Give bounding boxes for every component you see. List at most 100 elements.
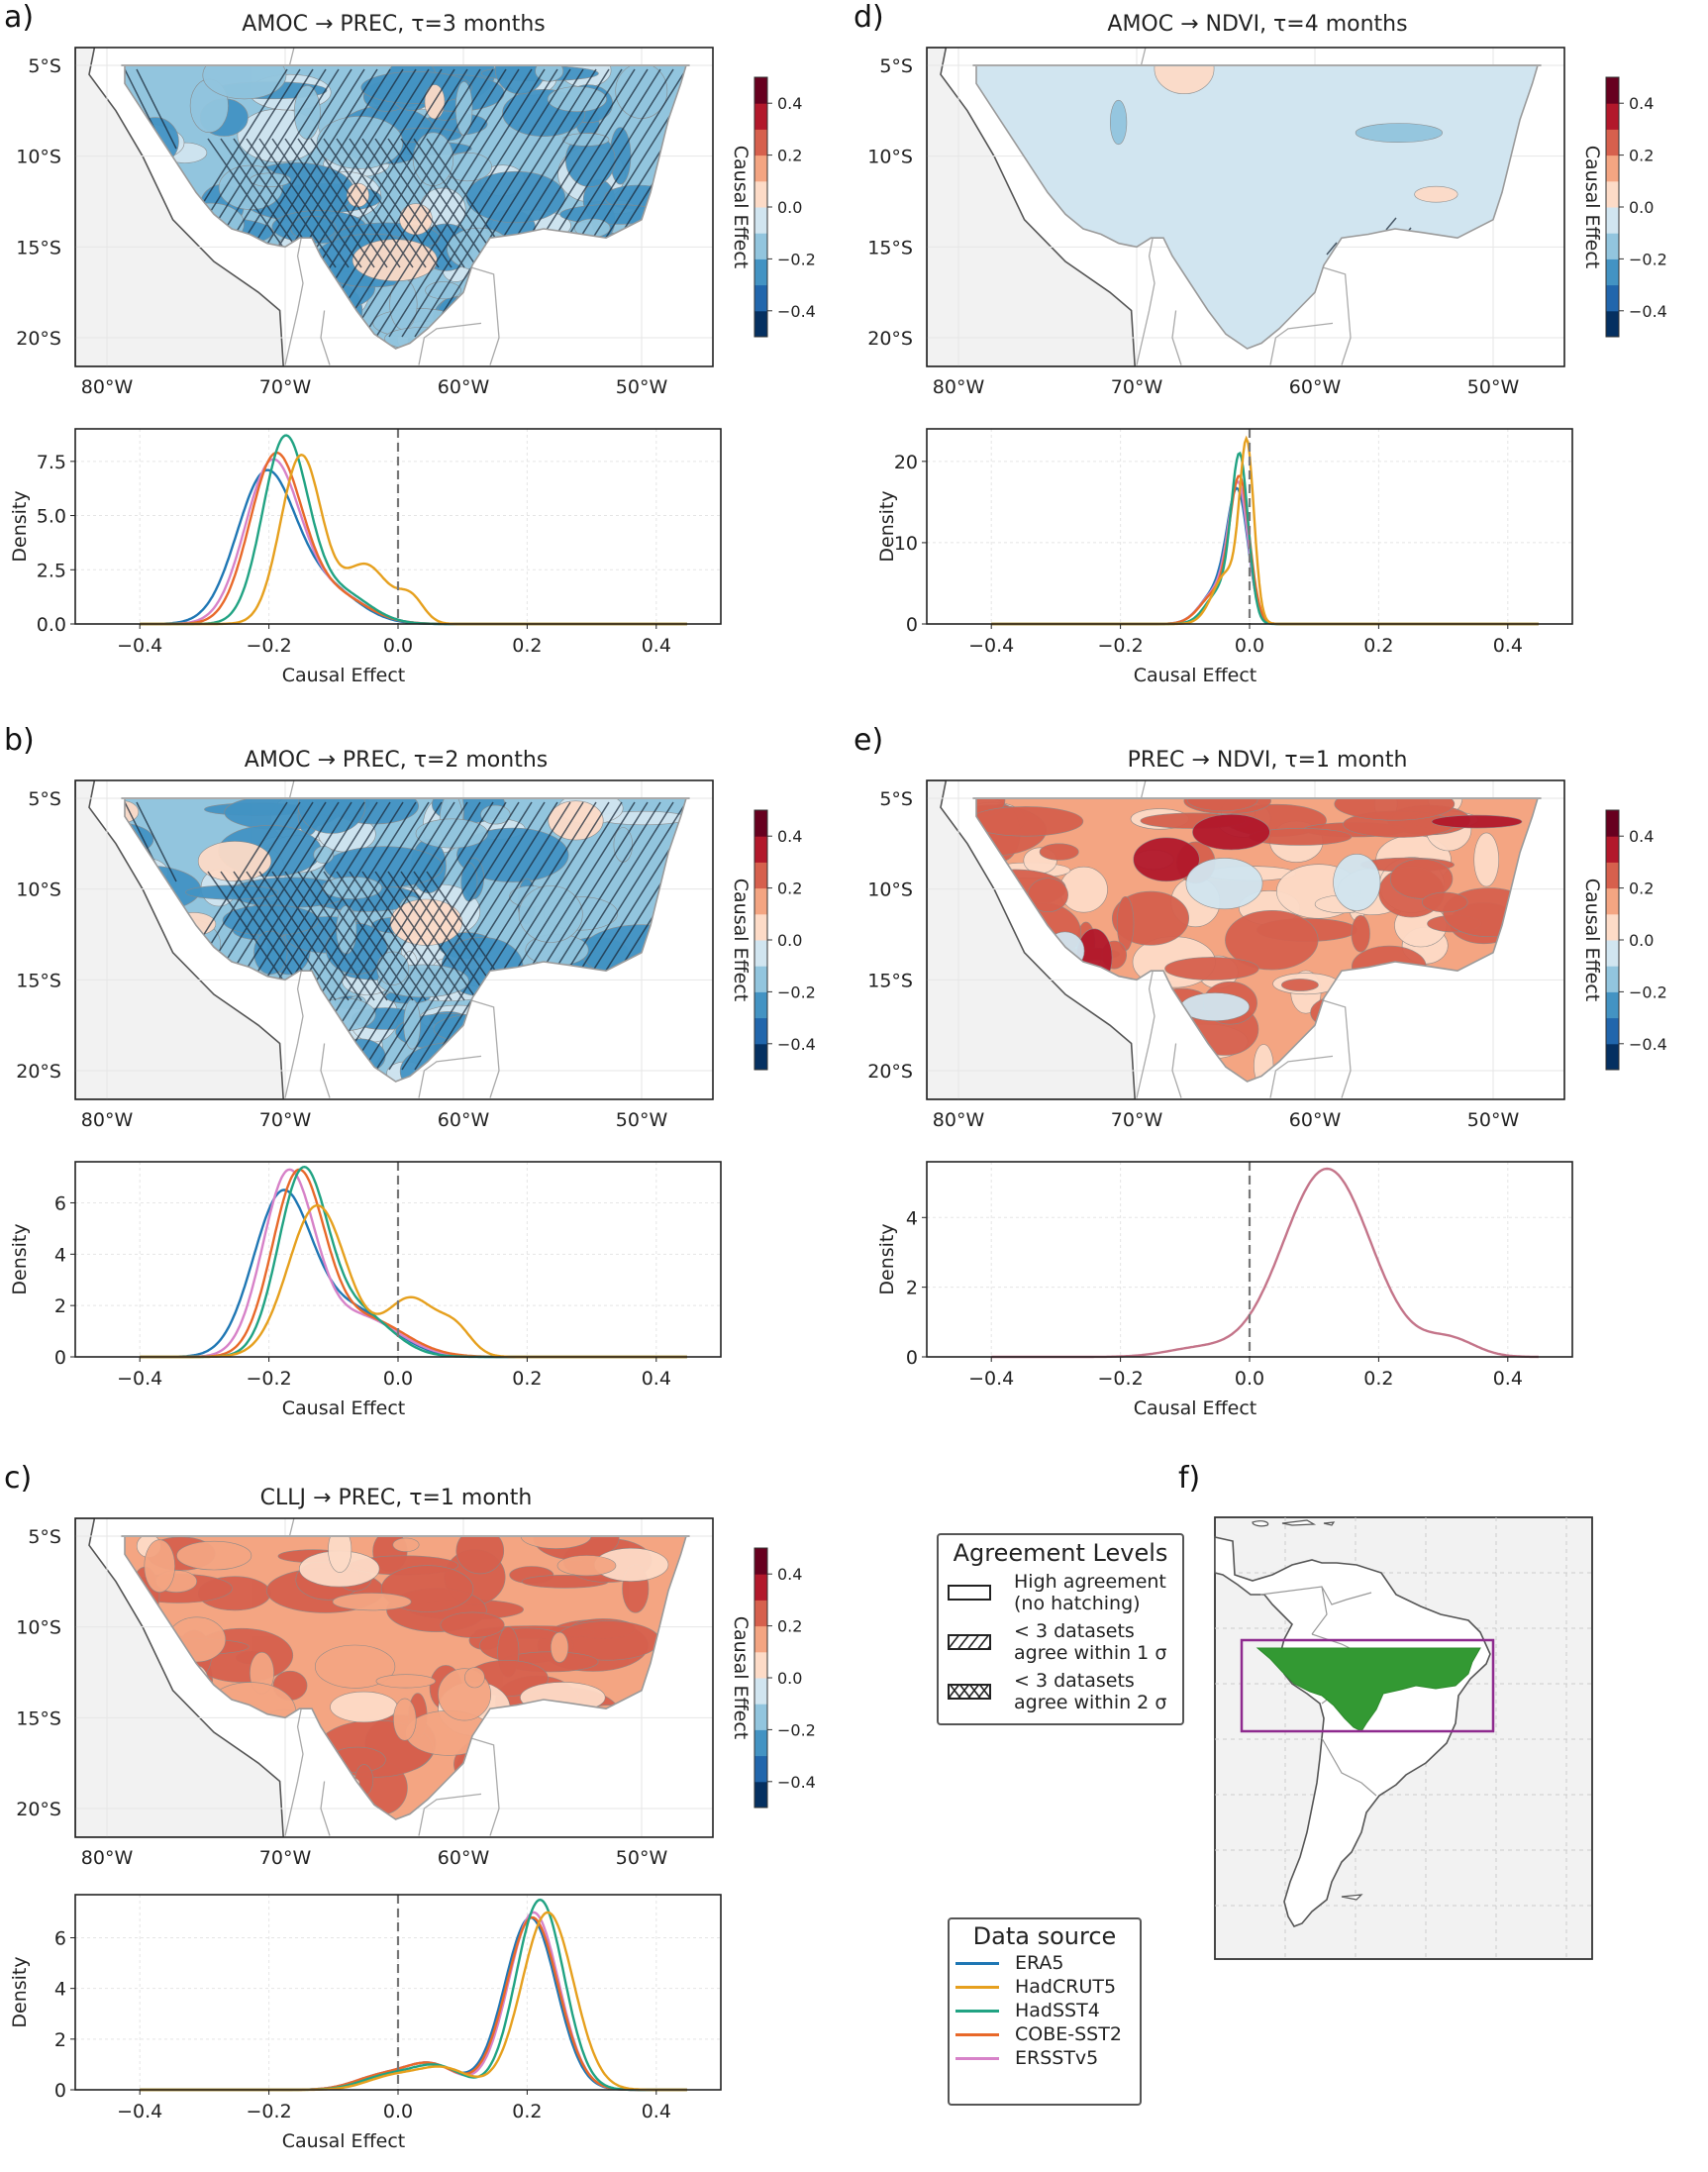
lon-tick-label: 60°W — [438, 1109, 490, 1131]
colorbar-tick-label: 0.4 — [1629, 827, 1654, 846]
agreement-item-high-line1: High agreement — [1014, 1571, 1166, 1593]
country-border — [418, 1055, 482, 1098]
x-axis-label: Causal Effect — [282, 2130, 406, 2152]
map-frame — [74, 47, 714, 367]
y-tick-label: 4 — [906, 1207, 918, 1229]
lon-tick-label: 60°W — [438, 1847, 490, 1869]
contour-patch — [548, 800, 604, 841]
contour-patch — [412, 132, 454, 186]
contour-patch — [389, 278, 418, 331]
colorbar-segment — [1606, 233, 1619, 259]
colorbar-segment — [1606, 940, 1619, 967]
country-border — [418, 1793, 482, 1836]
crosshatch-line — [374, 871, 465, 1001]
density-curve-hadcrut5 — [991, 435, 1539, 626]
density-curve-ersstv5 — [140, 458, 687, 626]
agreement-item-high: High agreement (no hatching) — [939, 1571, 1182, 1614]
colorbar-tick-label: −0.2 — [777, 250, 816, 268]
colorbar-segment — [754, 129, 767, 156]
legend-item-ersstv5: ERSSTv5 — [950, 2047, 1140, 2069]
country-border — [320, 310, 331, 365]
colorbar-segment — [754, 1600, 767, 1627]
legend-item-cobe-sst2: COBE-SST2 — [950, 2023, 1140, 2045]
contour-patch — [1355, 123, 1444, 144]
x-tick-label: −0.2 — [247, 1368, 292, 1390]
contour-patch — [1333, 854, 1381, 911]
colorbar-segment — [1606, 862, 1619, 889]
colorbar-segment — [1606, 913, 1619, 941]
agreement-item-high-line2: (no hatching) — [1014, 1593, 1141, 1614]
colorbar-tick-label: −0.4 — [777, 302, 816, 321]
lat-tick-label: 10°S — [16, 147, 61, 168]
y-tick-label: 6 — [54, 1192, 66, 1214]
crosshatch-line — [271, 871, 362, 1001]
contour-patch — [1280, 979, 1319, 991]
agreement-item-1sigma: < 3 datasets agree within 1 σ — [939, 1620, 1182, 1664]
y-axis-label: Density — [876, 1223, 898, 1294]
contour-patch — [328, 1536, 352, 1573]
colorbar-segment — [754, 836, 767, 863]
panel-c-label: c) — [4, 1461, 33, 1496]
density-curve-ersstv5 — [140, 1168, 687, 1359]
lat-tick-label: 10°S — [867, 147, 913, 168]
colorbar-segment — [1606, 966, 1619, 992]
contour-patch — [315, 1644, 396, 1689]
density-curve-hadcrut5 — [140, 1203, 687, 1359]
lat-tick-label: 5°S — [879, 55, 913, 77]
colorbar-segment — [1606, 887, 1619, 915]
lat-tick-label: 5°S — [879, 788, 913, 810]
y-tick-label: 5.0 — [37, 506, 66, 528]
lat-tick-label: 15°S — [16, 237, 61, 259]
contour-patch — [1110, 99, 1128, 146]
x-tick-label: 0.0 — [1235, 1368, 1264, 1390]
x-tick-label: 0.2 — [1363, 635, 1393, 657]
density-curve-hadsst4 — [140, 1898, 687, 2092]
density-curve-era5 — [140, 468, 687, 626]
legend-item-era5: ERA5 — [950, 1952, 1140, 1974]
ocean-area — [75, 780, 285, 1099]
x-tick-label: −0.2 — [247, 2101, 292, 2122]
contour-patch — [202, 65, 287, 100]
country-border — [1146, 780, 1191, 781]
x-tick-label: −0.2 — [247, 635, 292, 657]
x-tick-label: −0.4 — [117, 1368, 162, 1390]
lon-tick-label: 70°W — [259, 376, 312, 398]
density-chart-e: −0.4 −0.2 0.0 0.2 0.4 0 2 4 Causal Effect Density — [876, 1161, 1573, 1419]
x-tick-label: 0.2 — [1363, 1368, 1393, 1390]
colorbar-segment — [754, 233, 767, 259]
contour-patch — [1421, 891, 1468, 913]
x-tick-label: 0.4 — [642, 635, 671, 657]
lon-tick-label: 50°W — [1467, 376, 1520, 398]
crosshatch-line — [336, 138, 427, 268]
crosshatch-line — [136, 68, 177, 150]
hatch-line — [427, 801, 597, 1071]
lat-tick-label: 20°S — [16, 328, 61, 350]
x-tick-label: 0.4 — [642, 1368, 671, 1390]
colorbar-segment — [754, 1755, 767, 1783]
x-tick-label: −0.4 — [117, 635, 162, 657]
colorbar-tick-label: 0.4 — [777, 827, 802, 846]
crosshatch-line — [297, 138, 388, 268]
crosshatch-line — [361, 138, 452, 268]
map-panel-e: 5°S 10°S 15°S 20°S 80°W 70°W 60°W 50°W 0.4 0.2 0.0… — [867, 779, 1667, 1131]
contour-patch — [1414, 185, 1458, 203]
crosshatch-line — [284, 871, 375, 1001]
colorbar-tick-label: 0.0 — [777, 1669, 802, 1688]
x-axis-label: Causal Effect — [282, 1397, 406, 1419]
x-tick-label: 0.2 — [512, 1368, 542, 1390]
panel-a-label: a) — [4, 0, 35, 35]
legend-label: HadCRUT5 — [1015, 1976, 1117, 1998]
crosshatch-line — [336, 871, 427, 1001]
panel-e-label: e) — [854, 723, 884, 758]
contour-patch — [1164, 957, 1259, 981]
y-axis-label: Density — [9, 1956, 31, 2027]
lon-tick-label: 80°W — [933, 1109, 985, 1131]
lat-tick-label: 20°S — [16, 1061, 61, 1083]
colorbar-segment — [754, 1729, 767, 1757]
colorbar-tick-label: 0.0 — [777, 931, 802, 950]
hatch-line — [375, 68, 546, 338]
crosshatch-line — [297, 871, 388, 1001]
y-axis-label: Density — [876, 490, 898, 562]
x-tick-label: 0.0 — [383, 2101, 413, 2122]
colorbar-segment — [1606, 155, 1619, 182]
